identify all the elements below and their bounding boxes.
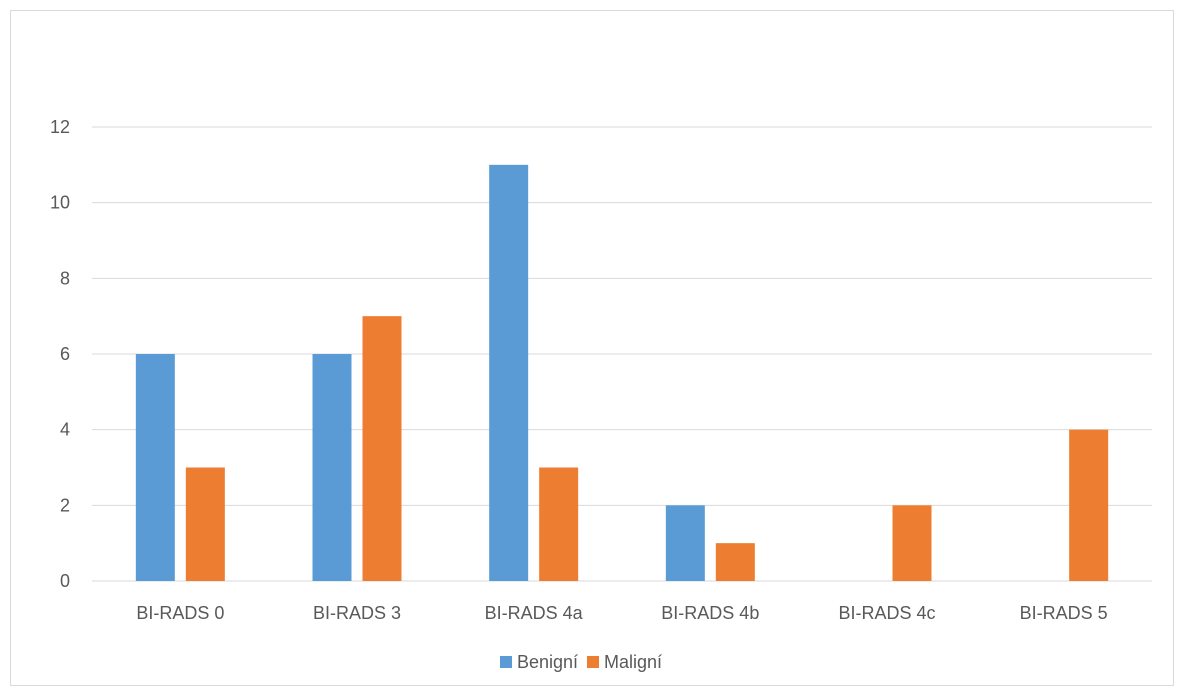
bar-maligni-3 xyxy=(715,543,755,581)
bar-maligni-5 xyxy=(1069,429,1109,581)
bar-maligni-1 xyxy=(362,316,402,581)
y-tick-label: 8 xyxy=(60,268,70,288)
x-tick-label: BI-RADS 0 xyxy=(136,603,224,623)
legend-label-benigni: Benigní xyxy=(517,652,578,672)
y-tick-label: 2 xyxy=(60,495,70,515)
x-axis-ticks: BI-RADS 0 BI-RADS 3 BI-RADS 4a BI-RADS 4b BI… xyxy=(136,603,1107,623)
y-tick-label: 6 xyxy=(60,344,70,364)
bars xyxy=(135,164,1109,582)
bar-benigni-0 xyxy=(135,354,175,581)
x-tick-label: BI-RADS 4b xyxy=(661,603,759,623)
y-tick-label: 4 xyxy=(60,420,70,440)
x-tick-label: BI-RADS 3 xyxy=(313,603,401,623)
y-tick-label: 10 xyxy=(50,193,70,213)
x-tick-label: BI-RADS 4c xyxy=(838,603,935,623)
x-tick-label: BI-RADS 4a xyxy=(485,603,584,623)
y-tick-label: 12 xyxy=(50,117,70,137)
y-axis-ticks: 0 2 4 6 8 10 12 xyxy=(50,117,70,591)
legend-swatch-benigni xyxy=(500,656,512,668)
legend: Benigní Maligní xyxy=(500,652,662,672)
legend-swatch-maligni xyxy=(587,656,599,668)
legend-label-maligni: Maligní xyxy=(604,652,662,672)
bar-maligni-2 xyxy=(539,467,579,581)
x-tick-label: BI-RADS 5 xyxy=(1020,603,1108,623)
y-tick-label: 0 xyxy=(60,571,70,591)
bar-maligni-0 xyxy=(185,467,225,581)
bar-benigni-1 xyxy=(312,354,352,581)
bar-maligni-4 xyxy=(892,505,932,581)
gridlines xyxy=(92,126,1152,582)
bar-benigni-3 xyxy=(665,505,705,581)
bar-benigni-2 xyxy=(489,164,529,582)
